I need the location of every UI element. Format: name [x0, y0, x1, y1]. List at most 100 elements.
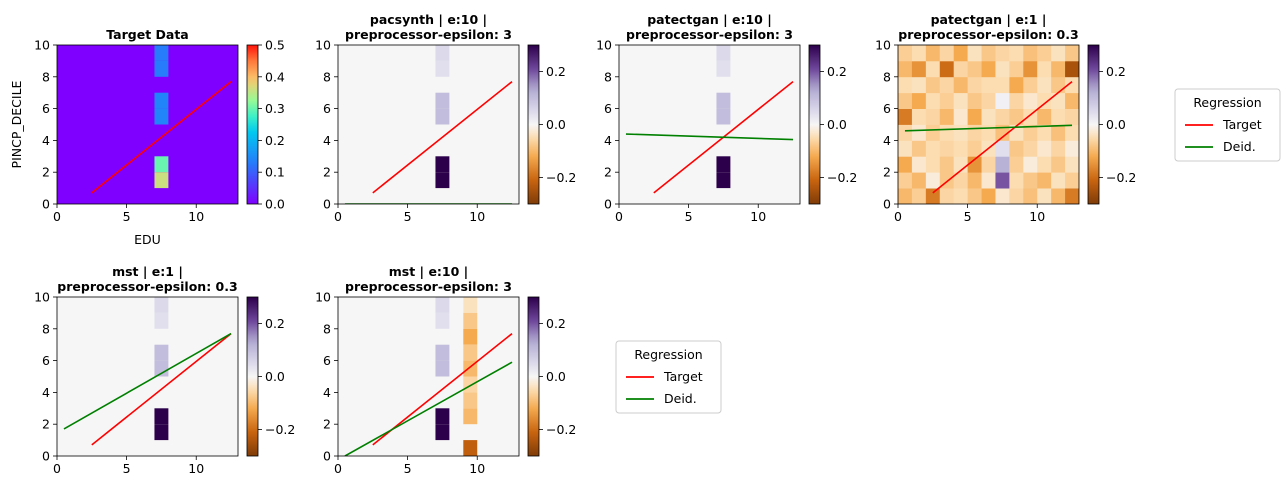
heatmap-cell	[154, 360, 169, 377]
y-tick-label: 0	[42, 449, 50, 464]
x-tick-label: 0	[894, 209, 902, 224]
heatmap-cell	[939, 124, 955, 141]
colorbar-tick-label: 0.2	[1106, 64, 1126, 79]
y-tick-label: 10	[875, 38, 891, 53]
heatmap-cell	[981, 156, 996, 173]
colorbar: 0.2 0.0 −0.2	[527, 296, 576, 457]
heatmap-cell	[154, 344, 169, 361]
panel-title: mst | e:10 |	[389, 264, 469, 279]
y-tick-label: 2	[42, 165, 50, 180]
heatmap-cell	[435, 45, 450, 61]
heatmap-cell	[154, 45, 169, 61]
heatmap-cell	[154, 92, 169, 109]
y-tick-label: 6	[883, 101, 891, 116]
x-tick-label: 5	[404, 461, 412, 476]
heatmap-cell	[967, 76, 982, 94]
heatmap-cell	[911, 92, 927, 109]
heatmap-cell	[463, 408, 478, 425]
heatmap-cell	[995, 45, 1010, 62]
y-tick-label: 10	[34, 38, 50, 53]
x-tick-label: 10	[1029, 209, 1045, 224]
colorbar: 0.2 0.0 −0.2	[527, 44, 576, 205]
heatmap-cell	[953, 92, 969, 109]
heatmap-cell	[898, 140, 913, 157]
y-tick-label: 8	[883, 69, 891, 84]
heatmap-cell	[967, 108, 982, 125]
legend-box	[1174, 88, 1281, 162]
heatmap-cells	[716, 45, 731, 189]
heatmap-cell	[925, 124, 941, 141]
colorbar: 0.2 0.0 −0.2	[808, 44, 857, 205]
y-tick-label: 2	[323, 417, 331, 432]
colorbar-tick-label: 0.0	[546, 369, 566, 384]
panel-title: patectgan | e:10 |	[647, 12, 772, 27]
heatmap-cell	[435, 108, 450, 125]
colorbar-tick-label: −0.2	[827, 170, 857, 185]
heatmap-cell	[898, 60, 913, 78]
heatmap-background	[57, 297, 238, 456]
heatmap-cell	[925, 108, 941, 125]
heatmap-cell	[967, 45, 982, 62]
regression-line-deid	[344, 361, 513, 456]
panel-title: preprocessor-epsilon: 0.3	[898, 27, 1078, 42]
heatmap-cell	[939, 92, 955, 109]
colorbar: 0.2 0.0 −0.2	[246, 296, 295, 457]
heatmap-cell	[939, 60, 955, 78]
colorbar-tick-label: −0.2	[546, 170, 576, 185]
heatmap-cell	[154, 424, 169, 441]
y-tick-label: 10	[315, 38, 331, 53]
heatmap-cell	[1037, 172, 1052, 189]
heatmap-cell	[911, 140, 927, 157]
heatmap-cell	[898, 172, 913, 189]
heatmap-cell	[981, 60, 996, 78]
heatmap-cell	[1037, 156, 1052, 173]
y-tick-label: 6	[42, 101, 50, 116]
heatmap-cell	[716, 45, 731, 61]
heatmap-cell	[939, 140, 955, 157]
colorbar-tick-label: 0.2	[265, 133, 285, 148]
y-tick-label: 0	[323, 197, 331, 212]
x-tick-label: 0	[334, 461, 342, 476]
colorbar-gradient	[1087, 44, 1100, 205]
regression-line-deid	[63, 332, 232, 430]
heatmap-cell	[1065, 188, 1079, 204]
heatmap-cell	[967, 92, 982, 109]
y-tick-label: 4	[42, 133, 50, 148]
heatmap-cell	[995, 124, 1010, 141]
heatmap-cell	[1051, 76, 1066, 94]
heatmap-cell	[898, 45, 913, 62]
legend-title: Regression	[634, 347, 702, 362]
colorbar-tick-label: −0.2	[265, 422, 295, 437]
heatmap-cell	[995, 156, 1010, 173]
axes-frame	[618, 44, 801, 205]
y-tick-label: 4	[323, 385, 331, 400]
regression-line-target	[91, 80, 232, 194]
y-tick-label: 0	[323, 449, 331, 464]
heatmap-cell	[154, 312, 169, 329]
heatmap-cells	[898, 45, 1079, 204]
panel-mst-e1: 0 5 10 0 2 4 6 8 10 mst | e:1 |preprocessor-epsil…	[34, 264, 295, 476]
heatmap-cell	[716, 92, 731, 109]
heatmap-cell	[925, 140, 941, 157]
x-tick-label: 10	[469, 209, 485, 224]
panel-patectgan-e10: 0 5 10 0 2 4 6 8 10 patectgan | e:10 |preprocesso…	[596, 12, 857, 224]
regression-line-target	[91, 332, 232, 446]
y-tick-label: 6	[604, 101, 612, 116]
heatmap-cell	[463, 440, 478, 456]
heatmap-cells	[154, 297, 169, 441]
heatmap-cell	[953, 124, 969, 141]
x-tick-label: 5	[123, 461, 131, 476]
heatmap-cell	[1051, 172, 1066, 189]
colorbar-tick-label: 0.5	[265, 38, 285, 53]
heatmap-cell	[911, 108, 927, 125]
colorbar-gradient	[246, 296, 259, 457]
heatmap-cell	[911, 45, 927, 62]
heatmap-cell	[463, 344, 478, 361]
panel-title: preprocessor-epsilon: 3	[626, 27, 793, 42]
heatmap-cell	[981, 92, 996, 109]
legend-entry-label: Target	[1222, 117, 1262, 132]
heatmap-cell	[1065, 172, 1079, 189]
heatmap-cell	[1009, 45, 1024, 62]
heatmap-cell	[154, 172, 169, 189]
